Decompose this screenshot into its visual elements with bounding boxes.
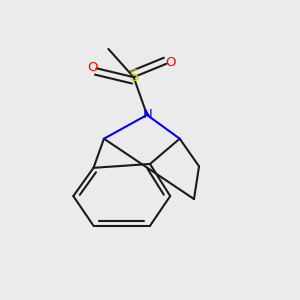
Text: S: S [130,69,139,84]
Text: O: O [166,56,176,69]
Text: N: N [143,107,152,121]
Text: O: O [87,61,98,74]
